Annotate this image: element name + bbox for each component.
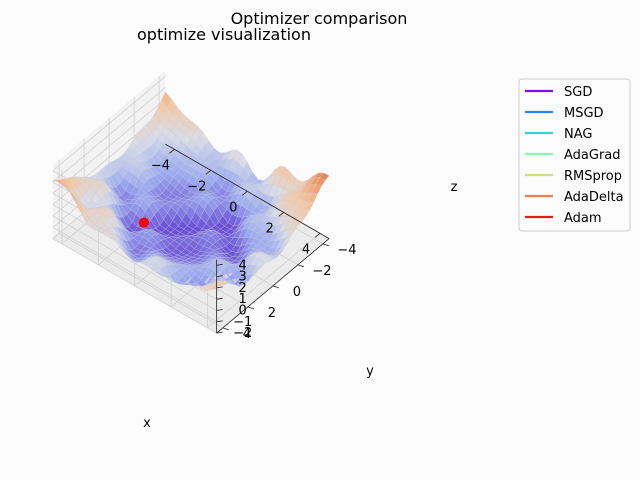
x-tick-label: 4	[302, 242, 310, 257]
x-tick-mark	[278, 212, 284, 217]
legend-label: NAG	[564, 127, 592, 142]
legend-label: AdaDelta	[564, 190, 624, 205]
loss-surface	[52, 91, 330, 292]
z-gridline	[52, 226, 217, 323]
z-gridline	[52, 215, 217, 311]
x-tick-mark	[169, 149, 175, 154]
x-axis-ticks: −4 −2 0 2 4	[151, 149, 321, 257]
start-point-marker	[138, 217, 149, 228]
x-tick-mark	[242, 191, 248, 196]
y-tick-label: 4	[243, 327, 251, 342]
z-axis-label: z	[451, 180, 458, 195]
legend-label: MSGD	[564, 106, 604, 121]
legend-entry: AdaGrad	[525, 148, 621, 163]
y-tick-mark	[247, 306, 255, 310]
plot-title: optimize visualization	[137, 25, 311, 44]
z-tick-label: −2	[233, 326, 252, 341]
z-gridline	[52, 238, 217, 334]
z-tick-label: 2	[239, 281, 247, 296]
legend-entry: NAG	[525, 127, 592, 142]
x-tick-mark	[314, 233, 321, 238]
y-tick-label: −4	[337, 243, 356, 258]
z-tick-label: 4	[239, 258, 247, 273]
y-tick-label: 2	[268, 306, 276, 321]
y-tick-mark	[272, 285, 280, 289]
legend-label: SGD	[564, 85, 592, 100]
y-axis-label: y	[366, 364, 374, 379]
legend-frame	[518, 78, 631, 232]
legend-entry: Adam	[525, 211, 602, 226]
x-tick-mark	[205, 170, 212, 175]
z-tick-label: 1	[239, 292, 247, 307]
z-tick-mark	[216, 286, 223, 289]
legend-entry: AdaDelta	[525, 190, 624, 205]
legend-entry: SGD	[525, 85, 592, 100]
y-tick-label: 0	[293, 285, 301, 300]
legend-label: RMSprop	[564, 169, 622, 184]
y-tick-label: −2	[312, 264, 331, 279]
y-gridline	[58, 233, 224, 329]
z-tick-mark	[216, 320, 223, 323]
z-tick-mark	[216, 309, 223, 311]
z-tick-mark	[216, 331, 223, 334]
z-gridline	[52, 75, 166, 172]
figure-suptitle: Optimizer comparison	[231, 9, 408, 28]
y-tick-mark	[322, 243, 330, 247]
x-axis-label: x	[143, 416, 151, 431]
legend: SGD MSGD NAG AdaGrad RMSprop AdaDelta Adam	[518, 78, 631, 232]
legend-entry: RMSprop	[525, 169, 622, 184]
x-tick-label: −4	[151, 158, 170, 173]
z-tick-mark	[216, 263, 223, 266]
x-tick-label: 2	[266, 221, 274, 236]
y-tick-mark	[222, 327, 230, 331]
z-gridline	[52, 87, 166, 183]
z-tick-label: −1	[233, 315, 252, 330]
y-axis-ticks: −4 −2 0 2 4	[222, 243, 356, 342]
z-tick-mark	[216, 275, 223, 277]
surface-patch	[319, 172, 330, 181]
z-tick-label: 3	[239, 270, 247, 285]
x-tick-label: 0	[229, 200, 237, 215]
z-tick-label: 0	[239, 304, 247, 319]
y-tick-mark	[297, 264, 305, 268]
legend-label: AdaGrad	[564, 148, 621, 163]
legend-entry: MSGD	[525, 106, 604, 121]
z-tick-mark	[216, 297, 223, 300]
legend-items: SGD MSGD NAG AdaGrad RMSprop AdaDelta Adam	[525, 85, 624, 226]
legend-label: Adam	[564, 211, 602, 226]
x-tick-label: −2	[187, 179, 206, 194]
